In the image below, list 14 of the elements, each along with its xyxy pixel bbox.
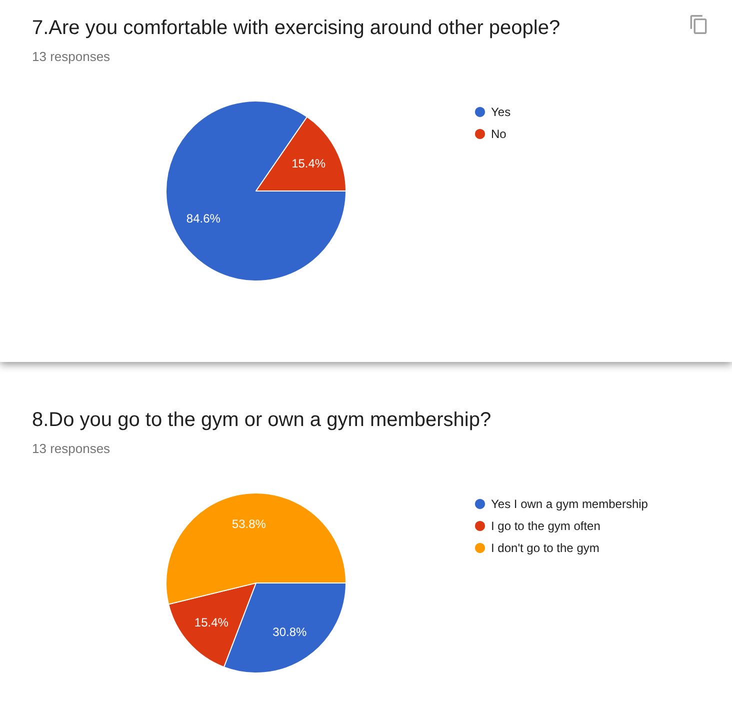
legend-label: Yes (491, 105, 511, 119)
data-label: 84.6% (186, 212, 221, 226)
data-label: 53.8% (232, 517, 266, 532)
legend-label: I don't go to the gym (491, 541, 600, 555)
legend-label: Yes I own a gym membership (491, 497, 648, 511)
legend-label: No (491, 127, 507, 141)
chart-subtitle: 13 responses (32, 49, 111, 64)
data-label: 30.8% (272, 624, 308, 639)
chart-title: 8.Do you go to the gym or own a gym membership? (32, 409, 492, 431)
data-label: 15.4% (292, 156, 326, 170)
legend-label: I go to the gym often (491, 519, 600, 533)
data-label: 15.4% (194, 615, 229, 630)
chart-subtitle: 13 responses (32, 441, 111, 456)
chart-title: 7.Are you comfortable with exercising around other people? (32, 17, 560, 39)
